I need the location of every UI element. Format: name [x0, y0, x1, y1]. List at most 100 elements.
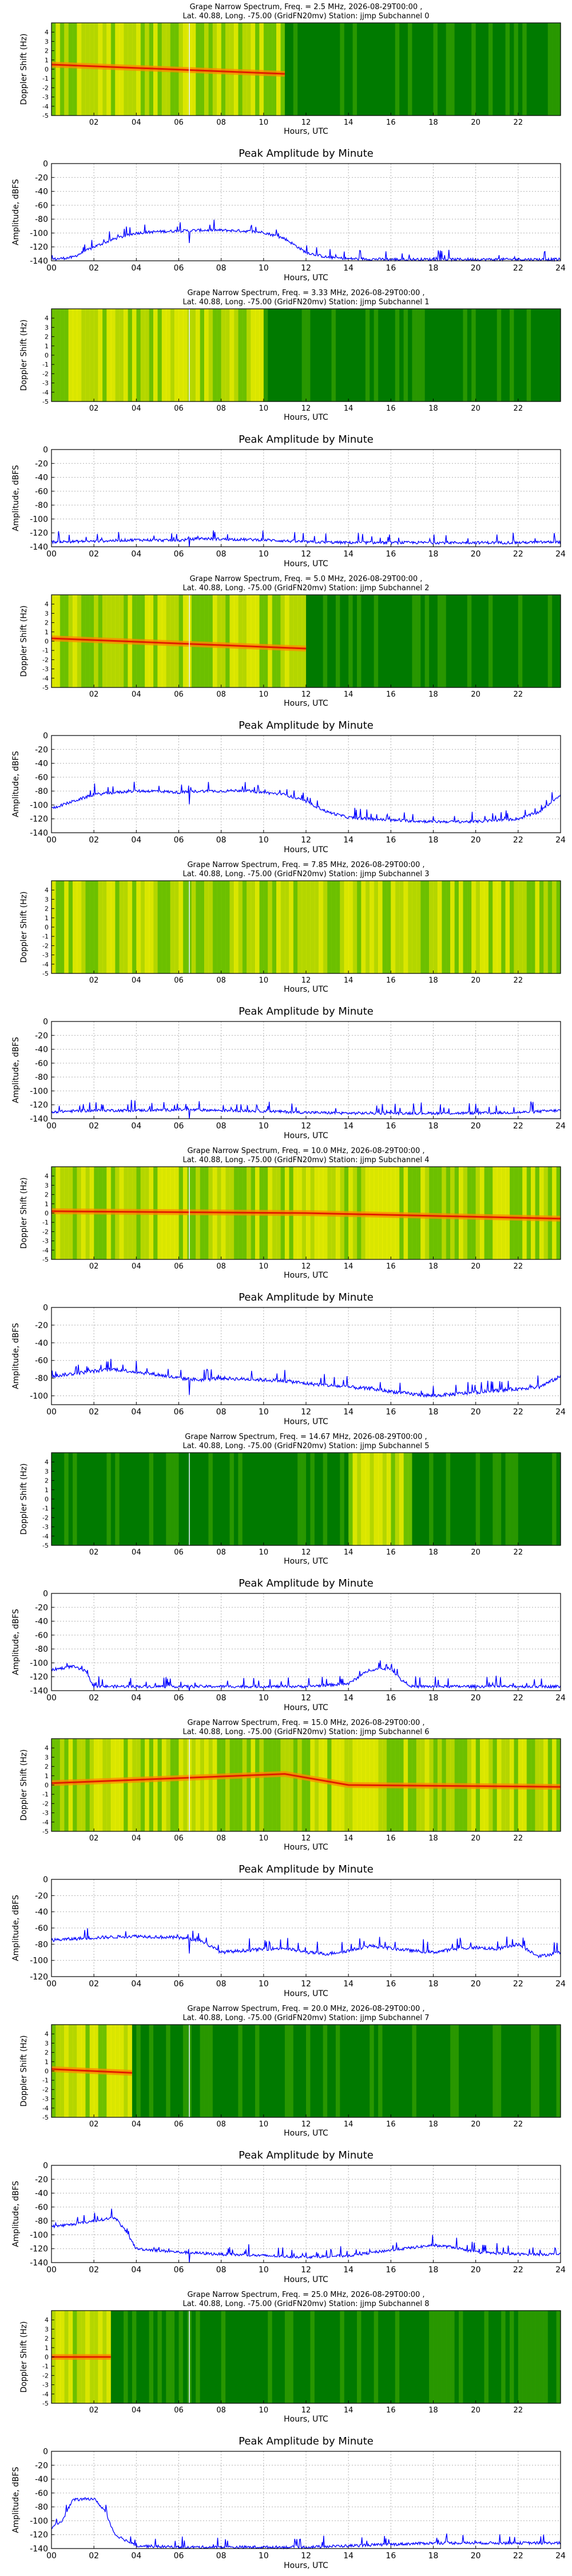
spectrogram-column [340, 309, 345, 401]
spectrogram-column [161, 1739, 166, 1831]
spectrogram-column [102, 309, 108, 401]
spectrogram-column [238, 2025, 243, 2117]
y-tick-label: -20 [35, 2175, 48, 2184]
x-tick-label: 20 [471, 2265, 481, 2275]
spectrogram-column [543, 595, 549, 687]
spectrogram-column [178, 1453, 184, 1545]
spectrogram-column [284, 2311, 289, 2403]
spectrogram-column [259, 309, 264, 401]
x-axis-label: Hours, UTC [284, 559, 328, 569]
x-tick-label: 08 [216, 2265, 227, 2275]
x-tick-label: 08 [216, 550, 227, 559]
spectrogram-column [115, 1453, 120, 1545]
spectrogram-column [229, 1739, 235, 1831]
x-tick-label: 06 [174, 550, 184, 559]
y-tick-label: -1 [42, 75, 49, 82]
y-tick-label: -100 [30, 1659, 48, 1668]
spectrogram-column [98, 309, 103, 401]
y-tick-label: -40 [35, 1339, 48, 1348]
spectrogram-column [382, 2311, 387, 2403]
spectrogram-column [412, 2025, 417, 2117]
x-tick-label: 16 [386, 550, 396, 559]
x-tick-label: 14 [344, 2120, 353, 2129]
spectrogram-column [268, 2025, 273, 2117]
x-tick-label: 10 [259, 1122, 269, 1131]
y-tick-label: -2 [42, 942, 49, 949]
spectrogram-column [340, 2025, 345, 2117]
y-tick-label: -3 [42, 1524, 49, 1531]
x-tick-label: 12 [301, 404, 311, 413]
spectrogram-column [289, 595, 294, 687]
x-tick-label: 02 [89, 2120, 99, 2129]
spectrogram-column [437, 309, 442, 401]
spectrogram-column [518, 23, 523, 116]
y-tick-label: 4 [45, 1744, 49, 1752]
spectrogram-column [225, 1739, 231, 1831]
y-tick-label: -80 [35, 787, 48, 796]
spectrogram-column [442, 881, 447, 973]
spectrogram-column [247, 1739, 252, 1831]
spectrogram-column [293, 2311, 298, 2403]
spectrogram-column [420, 23, 426, 116]
x-tick-label: 10 [259, 404, 269, 413]
x-tick-label: 16 [386, 1548, 396, 1557]
x-tick-label: 08 [216, 1834, 226, 1843]
spectrogram-column [348, 309, 353, 401]
spectrogram-column [301, 1453, 307, 1545]
spectrogram-column [77, 881, 82, 973]
x-tick-label: 14 [344, 1548, 353, 1557]
spectrogram-column [488, 2025, 493, 2117]
spectrogram-column [463, 2311, 468, 2403]
y-tick-label: -4 [42, 675, 49, 682]
spectrogram-column [408, 2311, 413, 2403]
y-tick-label: -140 [30, 543, 48, 552]
y-tick-label: -5 [42, 1256, 49, 1263]
spectrogram-column [280, 881, 285, 973]
spectrogram-column [217, 1739, 222, 1831]
spectrogram-column [306, 1739, 311, 1831]
x-tick-label: 06 [174, 1548, 184, 1557]
spectrogram-column [272, 23, 277, 116]
x-tick-label: 04 [132, 976, 141, 985]
spectrogram-column [399, 881, 404, 973]
amplitude-title: Peak Amplitude by Minute [239, 719, 374, 732]
spectrogram-title: Grape Narrow Spectrum, Freq. = 20.0 MHz,… [187, 2005, 424, 2013]
spectrogram-column [128, 1739, 133, 1831]
y-tick-label: -1 [42, 1791, 49, 1798]
spectrogram-column [382, 595, 387, 687]
spectrogram-column [416, 1453, 421, 1545]
x-tick-label: 12 [301, 2265, 311, 2275]
spectrogram-column [242, 309, 247, 401]
y-tick-label: -40 [35, 1908, 48, 1917]
y-tick-label: 0 [45, 924, 49, 931]
plot-frame [51, 1307, 561, 1405]
spectrogram-column [106, 1739, 112, 1831]
spectrogram-column [272, 595, 277, 687]
spectrogram-column [539, 23, 544, 116]
spectrogram-column [293, 595, 298, 687]
x-tick-label: 14 [344, 690, 353, 699]
y-tick-label: 0 [45, 1782, 49, 1789]
spectrogram-column [276, 595, 281, 687]
spectrogram-column [242, 23, 247, 116]
y-tick-label: 4 [45, 1172, 49, 1180]
spectrogram-column [522, 1167, 527, 1259]
spectrogram-column [370, 23, 375, 116]
spectrogram-column [361, 23, 366, 116]
spectrogram-column [492, 881, 498, 973]
spectrogram-column [416, 2311, 421, 2403]
y-tick-label: 2 [45, 1191, 49, 1199]
spectrogram-column [268, 2311, 273, 2403]
doppler-trace-core [51, 63, 285, 75]
x-tick-label: 20 [471, 1122, 481, 1131]
spectrogram-column [420, 1453, 426, 1545]
spectrogram-column [412, 309, 417, 401]
spectrogram-column [467, 1167, 472, 1259]
x-tick-label: 00 [46, 2265, 57, 2275]
spectrogram-column [539, 1167, 544, 1259]
spectrogram-column [437, 23, 442, 116]
spectrogram-column [420, 2311, 426, 2403]
y-tick-label: -1 [42, 933, 49, 940]
spectrogram-column [280, 309, 285, 401]
spectrogram-column [306, 1453, 311, 1545]
